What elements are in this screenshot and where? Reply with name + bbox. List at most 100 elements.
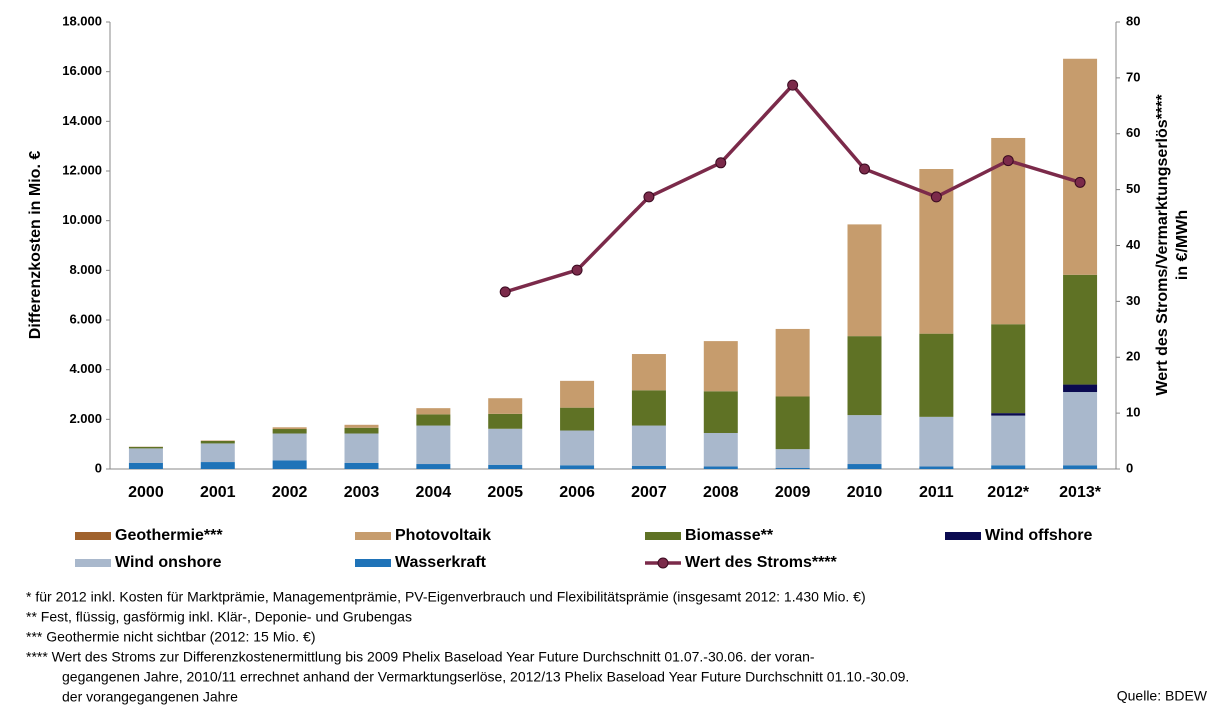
y-tick-label: 8.000: [69, 262, 102, 277]
y-tick-label: 16.000: [62, 63, 102, 78]
bar-segment: [488, 464, 523, 469]
x-tick-label: 2010: [847, 484, 883, 501]
x-tick-label: 2013*: [1059, 484, 1102, 501]
bar-segment: [991, 137, 1026, 325]
bar-segment: [560, 430, 595, 466]
bar-segment: [128, 446, 163, 449]
y2-tick-label: 60: [1126, 125, 1140, 140]
x-tick-label: 2004: [416, 484, 452, 501]
bar-segment: [703, 466, 738, 469]
x-tick-label: 2006: [559, 484, 595, 501]
bar-segment: [560, 407, 595, 431]
line-point: [571, 264, 583, 276]
x-tick-label: 2002: [272, 484, 308, 501]
x-tick-label: 2008: [703, 484, 739, 501]
bar-segment: [200, 440, 235, 444]
bar-segment: [991, 415, 1026, 466]
y2-axis-label: Wert des Stroms/Vermarktungserlös****: [1154, 94, 1171, 396]
bar-segment: [200, 462, 235, 469]
y-tick-label: 14.000: [62, 113, 102, 128]
legend-label: Biomasse**: [685, 527, 774, 544]
x-tick-label: 2003: [344, 484, 380, 501]
x-tick-label: 2009: [775, 484, 811, 501]
bar-segment: [919, 416, 954, 467]
line-point: [643, 191, 655, 203]
bar-segment: [344, 433, 379, 463]
y2-tick-label: 10: [1126, 405, 1140, 420]
bar-segment: [272, 460, 307, 469]
footnote: **** Wert des Stroms zur Differenzkosten…: [26, 649, 815, 665]
bar-segment: [775, 396, 810, 450]
y2-tick-label: 50: [1126, 181, 1140, 196]
y-tick-label: 4.000: [69, 361, 102, 376]
bar-segment: [991, 465, 1026, 469]
bar-segment: [919, 466, 954, 469]
legend-label: Wind onshore: [115, 554, 222, 571]
bar-segment: [128, 448, 163, 463]
bar-segment: [919, 333, 954, 417]
footnote: * für 2012 inkl. Kosten für Marktprämie,…: [26, 589, 866, 605]
bar-segment: [847, 464, 882, 469]
y-axis-label: Differenzkosten in Mio. €: [27, 151, 44, 340]
y-tick-label: 2.000: [69, 411, 102, 426]
legend-swatch: [945, 532, 981, 540]
bar-segment: [416, 414, 451, 426]
legend-swatch: [645, 532, 681, 540]
legend-label: Wert des Stroms****: [685, 554, 838, 571]
footnote: der vorangegangenen Jahre: [62, 689, 238, 705]
x-tick-label: 2007: [631, 484, 667, 501]
x-tick-label: 2012*: [987, 484, 1030, 501]
bar-segment: [631, 465, 666, 469]
y-tick-label: 10.000: [62, 212, 102, 227]
legend-swatch: [75, 559, 111, 567]
y2-axis-label: in €/MWh: [1174, 210, 1191, 280]
legend-label: Wind offshore: [985, 527, 1093, 544]
y-tick-label: 6.000: [69, 311, 102, 326]
footnote: ** Fest, flüssig, gasförmig inkl. Klär-,…: [26, 609, 412, 625]
bar-segment: [775, 449, 810, 468]
bar-segment: [1063, 465, 1098, 469]
x-tick-label: 2005: [487, 484, 523, 501]
bar-segment: [272, 429, 307, 434]
x-tick-label: 2000: [128, 484, 164, 501]
y2-tick-label: 20: [1126, 349, 1140, 364]
y2-tick-label: 80: [1126, 13, 1140, 28]
y-tick-label: 0: [95, 460, 102, 475]
footnote: *** Geothermie nicht sichtbar (2012: 15 …: [26, 629, 315, 645]
line-point: [787, 79, 799, 91]
bar-segment: [847, 415, 882, 465]
bar-segment: [1063, 58, 1098, 275]
bar-segment: [631, 425, 666, 466]
bar-segment: [991, 413, 1026, 416]
bar-segment: [991, 324, 1026, 414]
legend-swatch: [355, 532, 391, 540]
bar-segment: [775, 467, 810, 469]
legend-label: Wasserkraft: [395, 554, 487, 571]
y2-tick-label: 70: [1126, 69, 1140, 84]
source: Quelle: BDEW: [1117, 688, 1208, 704]
y2-tick-label: 30: [1126, 293, 1140, 308]
bar-segment: [416, 408, 451, 415]
bar-segment: [416, 425, 451, 465]
bar-segment: [560, 380, 595, 408]
bar-segment: [847, 336, 882, 416]
bar-segment: [128, 462, 163, 469]
bar-segment: [631, 390, 666, 426]
bar-segment: [775, 328, 810, 397]
bar-segment: [200, 443, 235, 463]
bar-segment: [344, 462, 379, 469]
line-point: [859, 163, 870, 175]
bar-segment: [488, 398, 523, 414]
bar-segment: [631, 354, 666, 391]
bar-segment: [1063, 274, 1098, 385]
y2-tick-label: 40: [1126, 237, 1140, 252]
legend-swatch: [657, 557, 669, 569]
line-point: [499, 286, 511, 298]
legend-label: Geothermie***: [115, 527, 223, 544]
bar-segment: [703, 341, 738, 392]
bar-segment: [344, 424, 379, 428]
bar-segment: [1063, 384, 1098, 393]
legend-swatch: [355, 559, 391, 567]
line-point: [1074, 176, 1086, 188]
